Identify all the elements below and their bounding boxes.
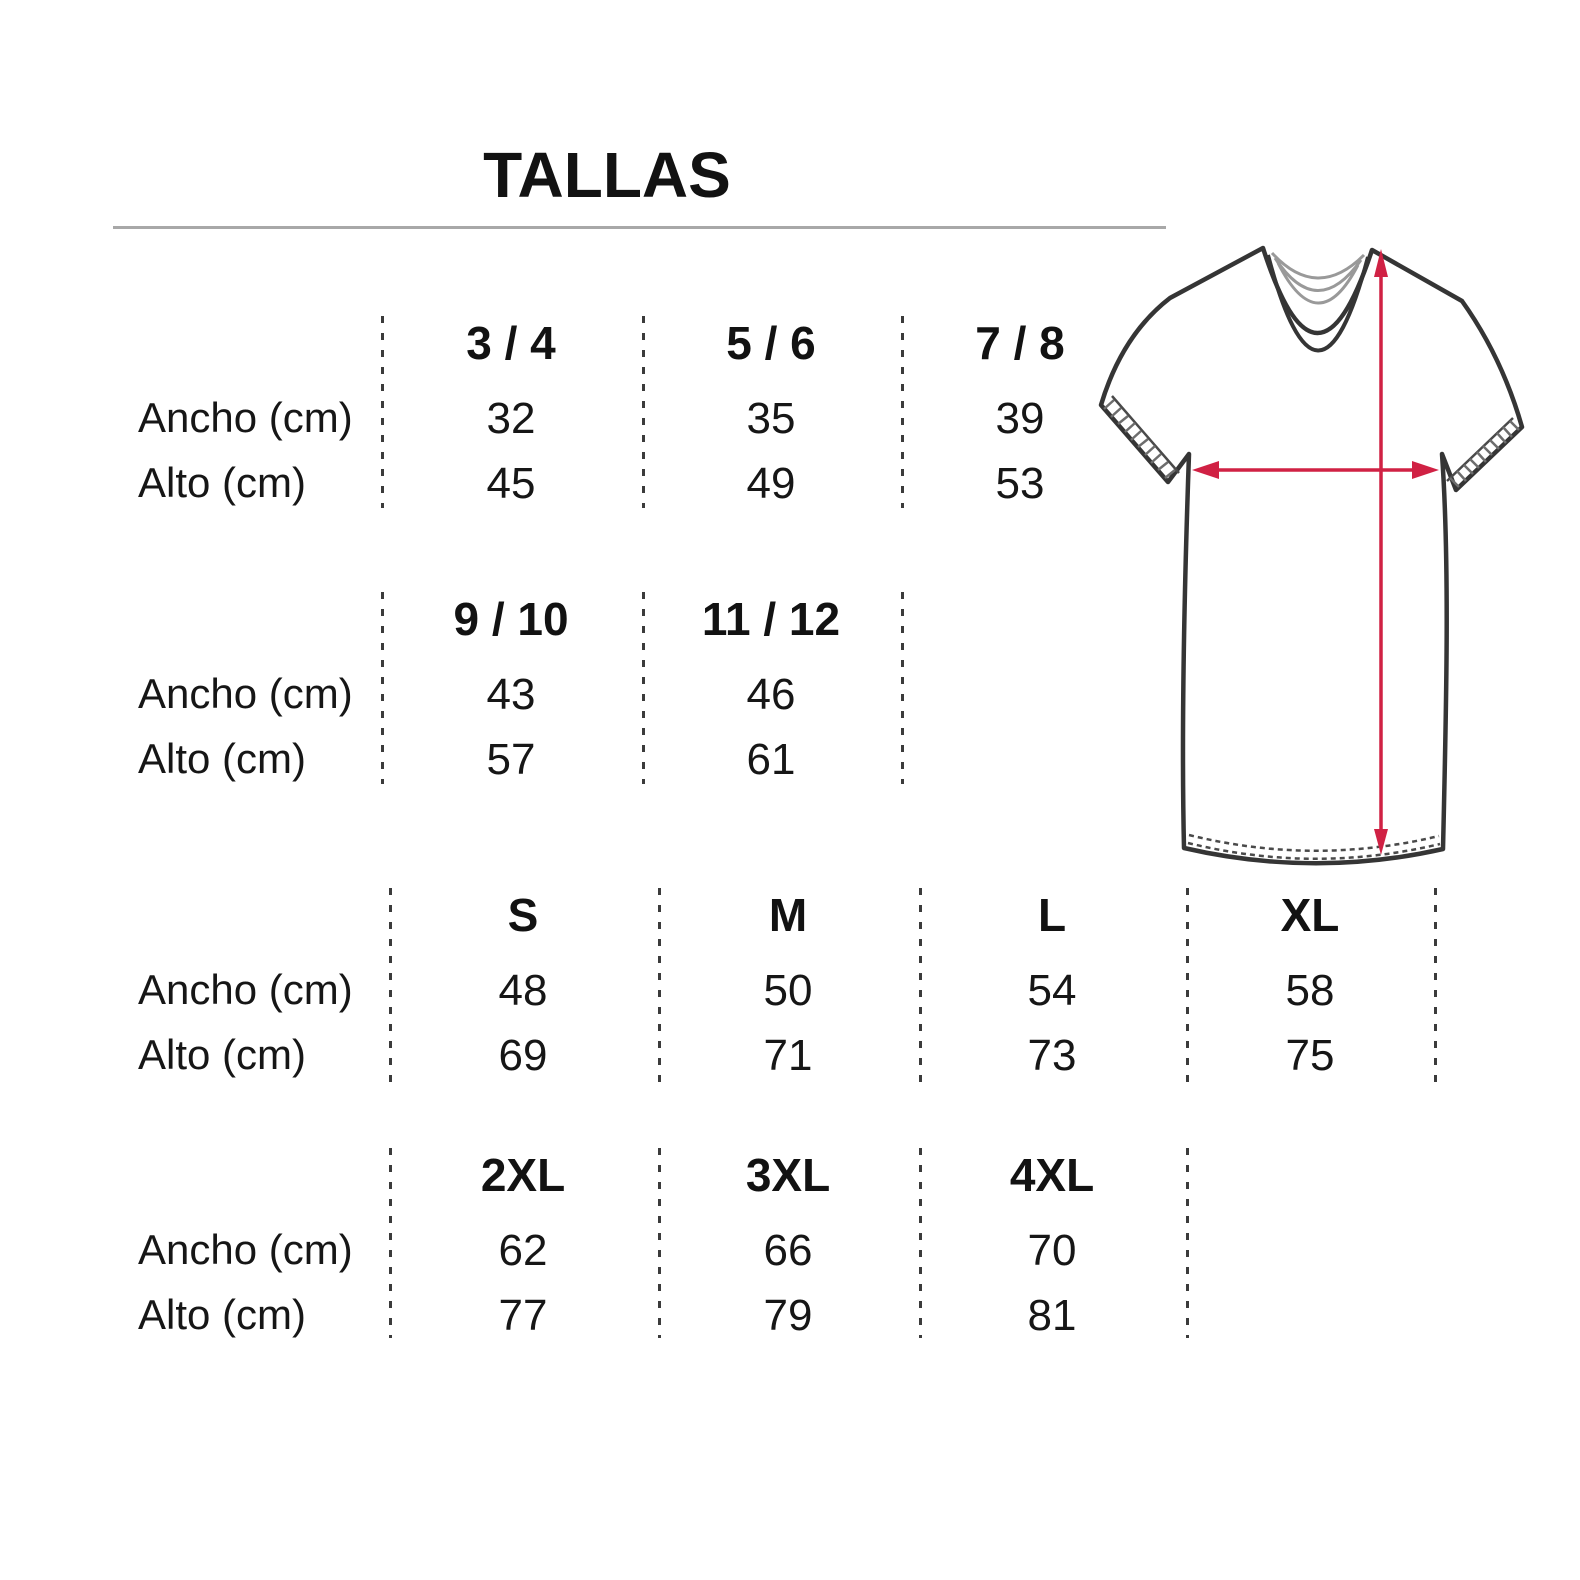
column-divider	[1186, 1148, 1189, 1338]
size-header: 7 / 8	[975, 317, 1065, 369]
column-divider	[919, 1148, 922, 1338]
size-header: S	[507, 889, 539, 941]
column-divider	[642, 592, 645, 784]
column-divider	[389, 888, 392, 1082]
ancho-value: 46	[746, 670, 796, 719]
row-label-alto: Alto (cm)	[138, 735, 306, 782]
ancho-value: 62	[498, 1226, 548, 1275]
alto-value: 81	[1027, 1291, 1077, 1340]
ancho-value: 54	[1027, 966, 1077, 1015]
size-header: XL	[1280, 889, 1340, 941]
size-header: 3 / 4	[466, 317, 556, 369]
ancho-value: 35	[746, 394, 796, 443]
ancho-value: 43	[486, 670, 536, 719]
alto-value: 79	[763, 1291, 813, 1340]
title-underline	[113, 226, 1166, 229]
ancho-value: 66	[763, 1226, 813, 1275]
size-group-3: S M L XL Ancho (cm) Alto (cm) 48 50 54 5…	[0, 888, 1580, 1082]
ancho-value: 58	[1285, 966, 1335, 1015]
page-title: TALLAS	[483, 139, 731, 211]
alto-value: 45	[486, 459, 536, 508]
row-label-ancho: Ancho (cm)	[138, 670, 353, 717]
left-cuff-hatching	[1103, 399, 1176, 479]
alto-value: 75	[1285, 1031, 1335, 1080]
height-measure-arrow	[1374, 249, 1388, 855]
row-label-alto: Alto (cm)	[138, 1291, 306, 1338]
ancho-value: 48	[498, 966, 548, 1015]
alto-value: 77	[498, 1291, 548, 1340]
hem-stitching	[1187, 833, 1441, 860]
size-group-4: 2XL 3XL 4XL Ancho (cm) Alto (cm) 62 66 7…	[0, 1148, 1580, 1340]
column-divider	[1186, 888, 1189, 1082]
ancho-value: 32	[486, 394, 536, 443]
row-label-ancho: Ancho (cm)	[138, 1226, 353, 1273]
size-header: 9 / 10	[453, 593, 569, 645]
size-header: 3XL	[745, 1149, 831, 1201]
column-divider	[658, 1148, 661, 1338]
alto-value: 61	[746, 735, 796, 784]
column-divider	[658, 888, 661, 1082]
row-label-alto: Alto (cm)	[138, 459, 306, 506]
column-divider	[381, 316, 384, 508]
column-divider	[381, 592, 384, 784]
row-label-ancho: Ancho (cm)	[138, 394, 353, 441]
size-header: L	[1037, 889, 1067, 941]
ancho-value: 50	[763, 966, 813, 1015]
column-divider	[901, 592, 904, 784]
row-label-alto: Alto (cm)	[138, 1031, 306, 1078]
alto-value: 53	[995, 459, 1045, 508]
back-neck-stitches	[1270, 251, 1366, 305]
row-label-ancho: Ancho (cm)	[138, 966, 353, 1013]
alto-value: 71	[763, 1031, 813, 1080]
size-header: 5 / 6	[726, 317, 816, 369]
column-divider	[919, 888, 922, 1082]
size-header: 11 / 12	[701, 593, 841, 645]
size-header: M	[768, 889, 808, 941]
width-measure-arrow	[1192, 461, 1439, 479]
size-header: 4XL	[1009, 1149, 1095, 1201]
size-header: 2XL	[480, 1149, 566, 1201]
ancho-value: 70	[1027, 1226, 1077, 1275]
ancho-value: 39	[995, 394, 1045, 443]
right-cuff-hatching	[1449, 420, 1520, 488]
alto-value: 49	[746, 459, 796, 508]
column-divider	[642, 316, 645, 508]
column-divider	[1434, 888, 1437, 1082]
alto-value: 57	[486, 735, 536, 784]
alto-value: 73	[1027, 1031, 1077, 1080]
collar-inner-line	[1266, 254, 1370, 353]
size-group-2: 9 / 10 11 / 12 Ancho (cm) Alto (cm) 43 4…	[0, 592, 1580, 784]
tshirt-outline	[1098, 245, 1525, 866]
alto-value: 69	[498, 1031, 548, 1080]
column-divider	[389, 1148, 392, 1338]
size-group-1: 3 / 4 5 / 6 7 / 8 Ancho (cm) Alto (cm) 3…	[0, 316, 1580, 508]
tshirt-diagram	[1098, 245, 1525, 866]
column-divider	[901, 316, 904, 508]
